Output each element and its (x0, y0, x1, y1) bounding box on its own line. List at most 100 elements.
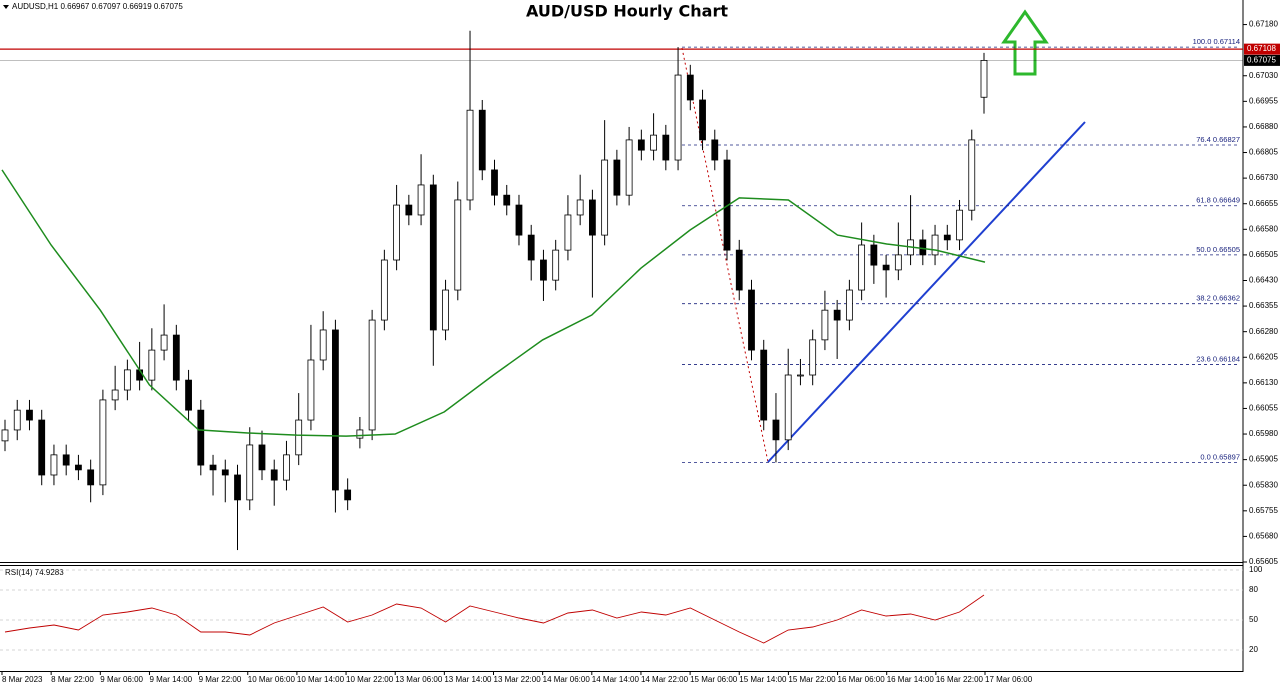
candle-body (601, 159, 609, 236)
candle-body (540, 259, 547, 281)
chart-title: AUD/USD Hourly Chart (526, 2, 728, 21)
candle-body (50, 454, 58, 476)
x-tick-label: 15 Mar 06:00 (690, 675, 738, 684)
x-tick-label: 8 Mar 2023 (2, 675, 43, 684)
y-tick-label: 0.66130 (1249, 378, 1278, 387)
rsi-tick-label: 50 (1249, 615, 1258, 624)
candle-body (332, 329, 339, 491)
candle-body (136, 369, 144, 381)
x-tick-label: 15 Mar 22:00 (788, 675, 836, 684)
price-label-box (1244, 43, 1280, 55)
candle-body (625, 139, 633, 196)
candle-body (99, 399, 107, 486)
candle-body (968, 139, 976, 211)
candle-body (552, 249, 560, 281)
candle-body (809, 339, 817, 376)
price-label: 0.67075 (1247, 56, 1276, 65)
x-tick-label: 16 Mar 22:00 (936, 675, 984, 684)
rsi-line (4, 594, 985, 644)
candle-body (160, 334, 168, 351)
candle-body (650, 134, 657, 151)
candle-body (87, 469, 95, 486)
x-tick-label: 14 Mar 14:00 (592, 675, 640, 684)
y-tick-label: 0.66205 (1249, 352, 1278, 361)
candle-body (380, 259, 388, 321)
candle-body (858, 244, 866, 291)
fib-label: 0.0 0.65897 (1200, 452, 1240, 461)
candle-body (491, 169, 498, 196)
candle-body (821, 309, 829, 341)
candle-body (613, 159, 621, 196)
candle-body (515, 204, 523, 236)
y-tick-label: 0.65680 (1249, 532, 1278, 541)
candle-body (75, 464, 82, 471)
y-tick-label: 0.65905 (1249, 455, 1278, 464)
candle-body (405, 204, 413, 216)
candle-body (209, 464, 217, 471)
candle-body (221, 469, 229, 476)
candle-body (637, 139, 645, 151)
candle-body (344, 489, 352, 501)
x-tick-label: 13 Mar 14:00 (444, 675, 492, 684)
plot-layer: 0.67180 0.67030 0.66955 0.66880 0.66805 0.667… (0, 20, 1280, 684)
y-tick-label: 0.66055 (1249, 404, 1278, 413)
y-tick-label: 0.67030 (1249, 71, 1278, 80)
candle-body (686, 74, 694, 101)
candle-body (527, 234, 535, 261)
trend-line (767, 121, 1086, 463)
candle-body (870, 244, 878, 266)
price-label: 0.67108 (1247, 44, 1276, 53)
candle-body (123, 369, 131, 391)
y-tick-label: 0.65605 (1249, 557, 1278, 566)
candle-body (931, 234, 939, 256)
candle-body (760, 349, 768, 421)
candle-body (62, 454, 70, 466)
candle-body (283, 454, 290, 481)
candle-body (13, 409, 21, 431)
y-tick-label: 0.66280 (1249, 327, 1278, 336)
candle-body (295, 419, 303, 456)
candle-body (393, 204, 401, 261)
candle-body (319, 329, 327, 361)
candle-body (258, 444, 266, 471)
moving-average (1, 169, 986, 437)
candle-body (26, 409, 33, 421)
candle-body (185, 379, 192, 411)
candle-body (197, 409, 205, 466)
candle-body (956, 209, 963, 241)
candle-body (699, 99, 706, 141)
x-tick-label: 13 Mar 06:00 (395, 675, 443, 684)
candle-body (674, 74, 682, 161)
candle-body (894, 254, 902, 271)
candle-body (711, 139, 719, 161)
candle-body (466, 109, 474, 201)
y-tick-label: 0.65980 (1249, 429, 1278, 438)
fib-label: 76.4 0.66827 (1196, 135, 1240, 144)
y-tick-label: 0.65830 (1249, 480, 1278, 489)
x-tick-label: 14 Mar 22:00 (641, 675, 689, 684)
candle-body (148, 349, 156, 381)
candle-body (980, 59, 988, 98)
candle-body (943, 234, 951, 241)
rsi-tick-label: 100 (1249, 565, 1263, 574)
x-tick-label: 8 Mar 22:00 (51, 675, 94, 684)
candle-body (356, 429, 364, 439)
candle-body (454, 199, 462, 291)
x-tick-label: 16 Mar 06:00 (838, 675, 886, 684)
candle-body (784, 374, 792, 441)
x-tick-label: 9 Mar 14:00 (149, 675, 192, 684)
y-tick-label: 0.66730 (1249, 173, 1278, 182)
fib-label: 100.0 0.67114 (1193, 37, 1240, 46)
candle-body (564, 214, 572, 251)
candle-body (234, 474, 241, 501)
candle-body (429, 184, 437, 331)
candle-body (882, 264, 890, 271)
candle-body (111, 389, 119, 401)
x-tick-label: 16 Mar 14:00 (887, 675, 935, 684)
candle-body (748, 289, 755, 351)
candle-body (417, 184, 425, 216)
x-tick-label: 10 Mar 14:00 (297, 675, 345, 684)
candle-body (662, 134, 670, 161)
